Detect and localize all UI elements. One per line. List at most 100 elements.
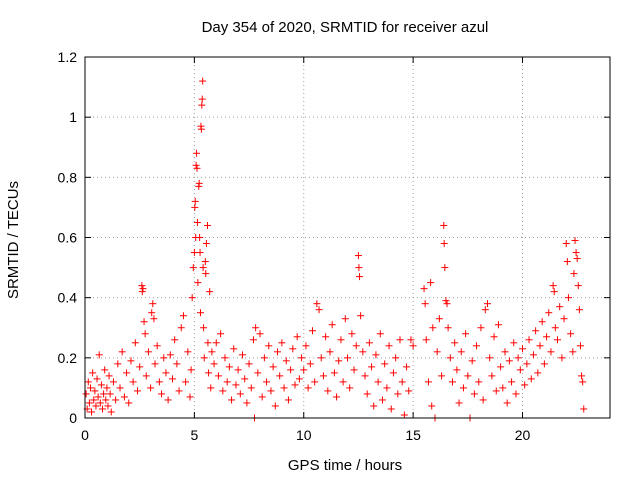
data-point <box>164 396 172 404</box>
data-point <box>455 399 463 407</box>
data-point <box>440 221 448 229</box>
data-point <box>490 333 498 341</box>
data-point <box>99 405 106 413</box>
data-point <box>192 161 200 169</box>
data-point <box>457 348 465 356</box>
data-point <box>387 405 395 413</box>
data-point <box>194 279 202 287</box>
data-point <box>141 330 149 338</box>
data-point <box>291 381 299 389</box>
data-point <box>554 336 561 344</box>
data-point <box>470 390 478 398</box>
data-point <box>573 255 581 263</box>
y-tick-label: 0.4 <box>58 290 78 306</box>
data-point <box>210 360 218 368</box>
data-point <box>269 363 277 371</box>
axis-ticks: 0 0.2 0.4 0.6 0.8 1 1.2 0 5 10 15 20 <box>58 49 610 443</box>
data-point <box>171 336 179 344</box>
data-point <box>363 390 371 398</box>
data-point <box>486 354 494 362</box>
data-point <box>370 402 378 410</box>
data-point <box>88 408 96 416</box>
data-point <box>536 342 544 350</box>
x-axis-label: GPS time / hours <box>288 457 402 474</box>
data-point <box>247 384 255 392</box>
data-point <box>459 384 467 392</box>
data-point <box>534 369 542 377</box>
data-point <box>107 408 115 416</box>
data-point <box>104 402 112 410</box>
data-point <box>200 324 208 332</box>
x-tick-label: 0 <box>81 427 89 443</box>
data-point <box>205 369 213 377</box>
data-point <box>202 270 210 278</box>
data-point <box>271 402 279 410</box>
data-point <box>241 375 249 383</box>
data-point <box>464 372 472 380</box>
data-point <box>545 309 553 317</box>
data-point <box>160 354 168 362</box>
data-point <box>569 348 577 356</box>
data-point <box>405 387 413 395</box>
data-point <box>400 411 408 419</box>
data-point <box>306 360 314 368</box>
data-point <box>563 258 571 266</box>
data-point <box>109 378 117 386</box>
data-point <box>225 363 233 371</box>
data-point <box>204 221 211 229</box>
data-point <box>532 327 540 335</box>
data-point <box>86 384 94 392</box>
data-point <box>187 366 195 374</box>
data-point <box>521 381 529 389</box>
data-point <box>429 324 437 332</box>
data-point <box>245 360 253 368</box>
data-point <box>280 384 288 392</box>
data-point <box>123 369 131 377</box>
data-point <box>260 354 268 362</box>
data-point <box>197 125 205 133</box>
data-point <box>341 315 349 323</box>
data-point <box>147 384 155 392</box>
data-point <box>151 360 159 368</box>
data-point <box>315 306 323 314</box>
data-point <box>276 372 284 380</box>
data-point <box>350 366 358 374</box>
data-point <box>219 387 227 395</box>
data-point <box>214 372 222 380</box>
data-point <box>102 396 110 404</box>
data-point <box>196 234 204 241</box>
data-point <box>330 369 338 377</box>
data-point <box>282 357 290 365</box>
data-point <box>357 312 365 320</box>
data-point <box>381 360 389 368</box>
data-point <box>361 372 369 380</box>
data-point <box>579 378 587 386</box>
x-tick-label: 5 <box>190 427 198 443</box>
data-point <box>90 396 98 404</box>
data-point <box>182 378 190 386</box>
data-point <box>428 402 436 410</box>
chart-title: Day 354 of 2020, SRMTID for receiver azu… <box>202 19 489 36</box>
data-point <box>540 360 548 368</box>
grid <box>85 57 610 418</box>
data-point <box>514 354 522 362</box>
data-point <box>202 240 210 248</box>
data-point <box>326 348 334 356</box>
data-point <box>204 339 212 347</box>
data-point <box>538 318 546 326</box>
data-point <box>572 249 580 257</box>
data-point <box>505 357 513 365</box>
data-point <box>523 360 531 368</box>
data-point <box>177 324 185 332</box>
data-point <box>427 279 435 287</box>
data-point <box>527 375 535 383</box>
data-point <box>311 378 319 386</box>
data-point <box>84 378 92 386</box>
data-point <box>223 378 231 386</box>
data-point <box>138 288 146 296</box>
data-point <box>499 384 507 392</box>
data-point <box>234 366 242 374</box>
y-tick-label: 1.2 <box>58 49 78 65</box>
data-point <box>134 387 141 395</box>
data-point <box>519 345 526 353</box>
